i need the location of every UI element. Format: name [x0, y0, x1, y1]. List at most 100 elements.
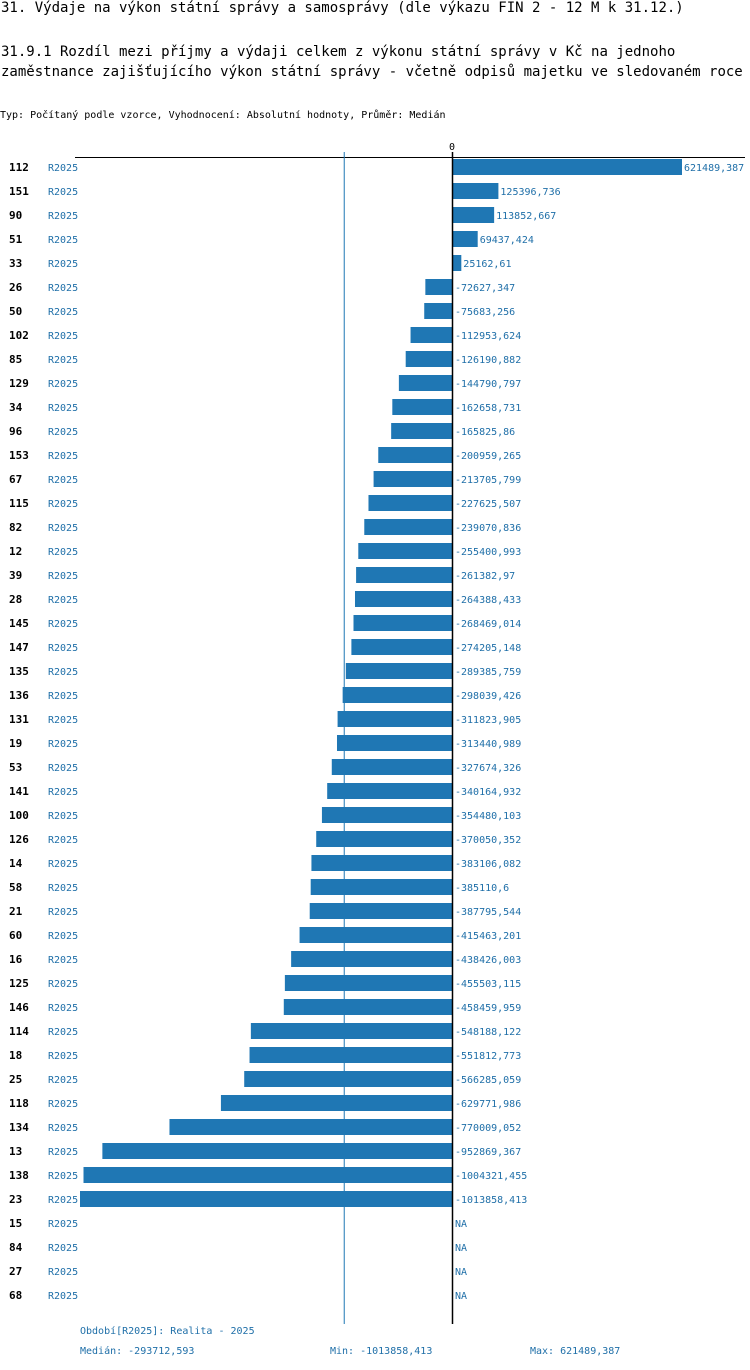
bar	[244, 1071, 452, 1087]
bar	[169, 1119, 452, 1135]
row-series-label: R2025	[48, 1099, 78, 1110]
row-id-label: 18	[9, 1049, 22, 1062]
bar-value-label: -551812,773	[455, 1051, 521, 1062]
row-series-label: R2025	[48, 523, 78, 534]
row-series-label: R2025	[48, 1243, 78, 1254]
bar	[364, 519, 452, 535]
chart-subtitle: 31.9.1 Rozdíl mezi příjmy a výdaji celke…	[1, 44, 743, 80]
bar	[354, 591, 452, 607]
row-id-label: 126	[9, 833, 29, 846]
bar-value-label: -354480,103	[455, 811, 521, 822]
bar-value-label: -1004321,455	[455, 1171, 527, 1182]
row-series-label: R2025	[48, 283, 78, 294]
bar-value-label: NA	[455, 1291, 467, 1302]
row-series-label: R2025	[48, 451, 78, 462]
chart-meta: Typ: Počítaný podle vzorce, Vyhodnocení:…	[0, 110, 446, 121]
row-series-label: R2025	[48, 667, 78, 678]
bar-value-label: 69437,424	[480, 235, 534, 246]
bar	[391, 423, 452, 439]
row-series-label: R2025	[48, 499, 78, 510]
row-series-label: R2025	[48, 1123, 78, 1134]
row-id-label: 151	[9, 185, 29, 198]
bar-value-label: 125396,736	[500, 187, 560, 198]
bar-value-label: -227625,507	[455, 499, 521, 510]
bar	[405, 351, 452, 367]
footer-period: Období[R2025]: Realita - 2025	[80, 1326, 255, 1337]
bar	[102, 1143, 452, 1159]
row-series-label: R2025	[48, 739, 78, 750]
row-series-label: R2025	[48, 595, 78, 606]
bar-value-label: -566285,059	[455, 1075, 521, 1086]
row-id-label: 16	[9, 953, 23, 966]
bar-value-label: -548188,122	[455, 1027, 521, 1038]
row-series-label: R2025	[48, 1195, 78, 1206]
bar-value-label: 621489,387	[684, 163, 744, 174]
bar	[327, 783, 452, 799]
row-id-label: 60	[9, 929, 22, 942]
bar	[309, 903, 452, 919]
bar-value-label: -387795,544	[455, 907, 521, 918]
row-id-label: 125	[9, 977, 29, 990]
row-series-label: R2025	[48, 763, 78, 774]
bar-value-label: -1013858,413	[455, 1195, 527, 1206]
footer-min: Min: -1013858,413	[330, 1346, 433, 1357]
row-id-label: 118	[9, 1097, 29, 1110]
row-series-label: R2025	[48, 1147, 78, 1158]
bar-value-label: -165825,86	[455, 427, 515, 438]
row-series-label: R2025	[48, 475, 78, 486]
bar	[249, 1047, 452, 1063]
row-id-label: 141	[9, 785, 29, 798]
footer-max: Max: 621489,387	[530, 1346, 621, 1357]
row-id-label: 136	[9, 689, 29, 702]
row-id-label: 19	[9, 737, 22, 750]
row-series-label: R2025	[48, 955, 78, 966]
bar	[452, 207, 495, 223]
row-id-label: 51	[9, 233, 23, 246]
row-series-label: R2025	[48, 379, 78, 390]
bar	[331, 759, 452, 775]
row-series-label: R2025	[48, 1171, 78, 1182]
bar	[284, 975, 452, 991]
row-series-label: R2025	[48, 235, 78, 246]
bar-value-label: -200959,265	[455, 451, 521, 462]
bar	[80, 1191, 452, 1207]
bar-value-label: -264388,433	[455, 595, 521, 606]
row-id-label: 135	[9, 665, 29, 678]
row-id-label: 27	[9, 1265, 22, 1278]
row-series-label: R2025	[48, 163, 78, 174]
row-series-label: R2025	[48, 811, 78, 822]
row-series-label: R2025	[48, 883, 78, 894]
row-series-label: R2025	[48, 307, 78, 318]
bar	[358, 543, 452, 559]
bar-value-label: -261382,97	[455, 571, 515, 582]
row-series-label: R2025	[48, 1267, 78, 1278]
bar-value-label: -313440,989	[455, 739, 521, 750]
row-series-label: R2025	[48, 403, 78, 414]
bar	[378, 447, 452, 463]
bar-value-label: -213705,799	[455, 475, 521, 486]
row-id-label: 28	[9, 593, 22, 606]
bar-value-label: -311823,905	[455, 715, 521, 726]
bar	[353, 615, 452, 631]
bar	[220, 1095, 452, 1111]
bar-value-label: -255400,993	[455, 547, 521, 558]
row-id-label: 145	[9, 617, 29, 630]
row-id-label: 53	[9, 761, 22, 774]
row-id-label: 82	[9, 521, 22, 534]
row-id-label: 33	[9, 257, 22, 270]
bar-value-label: -239070,836	[455, 523, 521, 534]
row-id-label: 90	[9, 209, 22, 222]
row-series-label: R2025	[48, 1027, 78, 1038]
row-id-label: 147	[9, 641, 29, 654]
bar-value-label: -298039,426	[455, 691, 521, 702]
row-series-label: R2025	[48, 1219, 78, 1230]
bar	[424, 303, 452, 319]
row-id-label: 114	[9, 1025, 29, 1038]
bar-value-label: -952869,367	[455, 1147, 521, 1158]
bar	[368, 495, 452, 511]
bar-value-label: -268469,014	[455, 619, 521, 630]
bar-value-label: NA	[455, 1267, 467, 1278]
row-series-label: R2025	[48, 691, 78, 702]
row-series-label: R2025	[48, 427, 78, 438]
row-id-label: 58	[9, 881, 22, 894]
